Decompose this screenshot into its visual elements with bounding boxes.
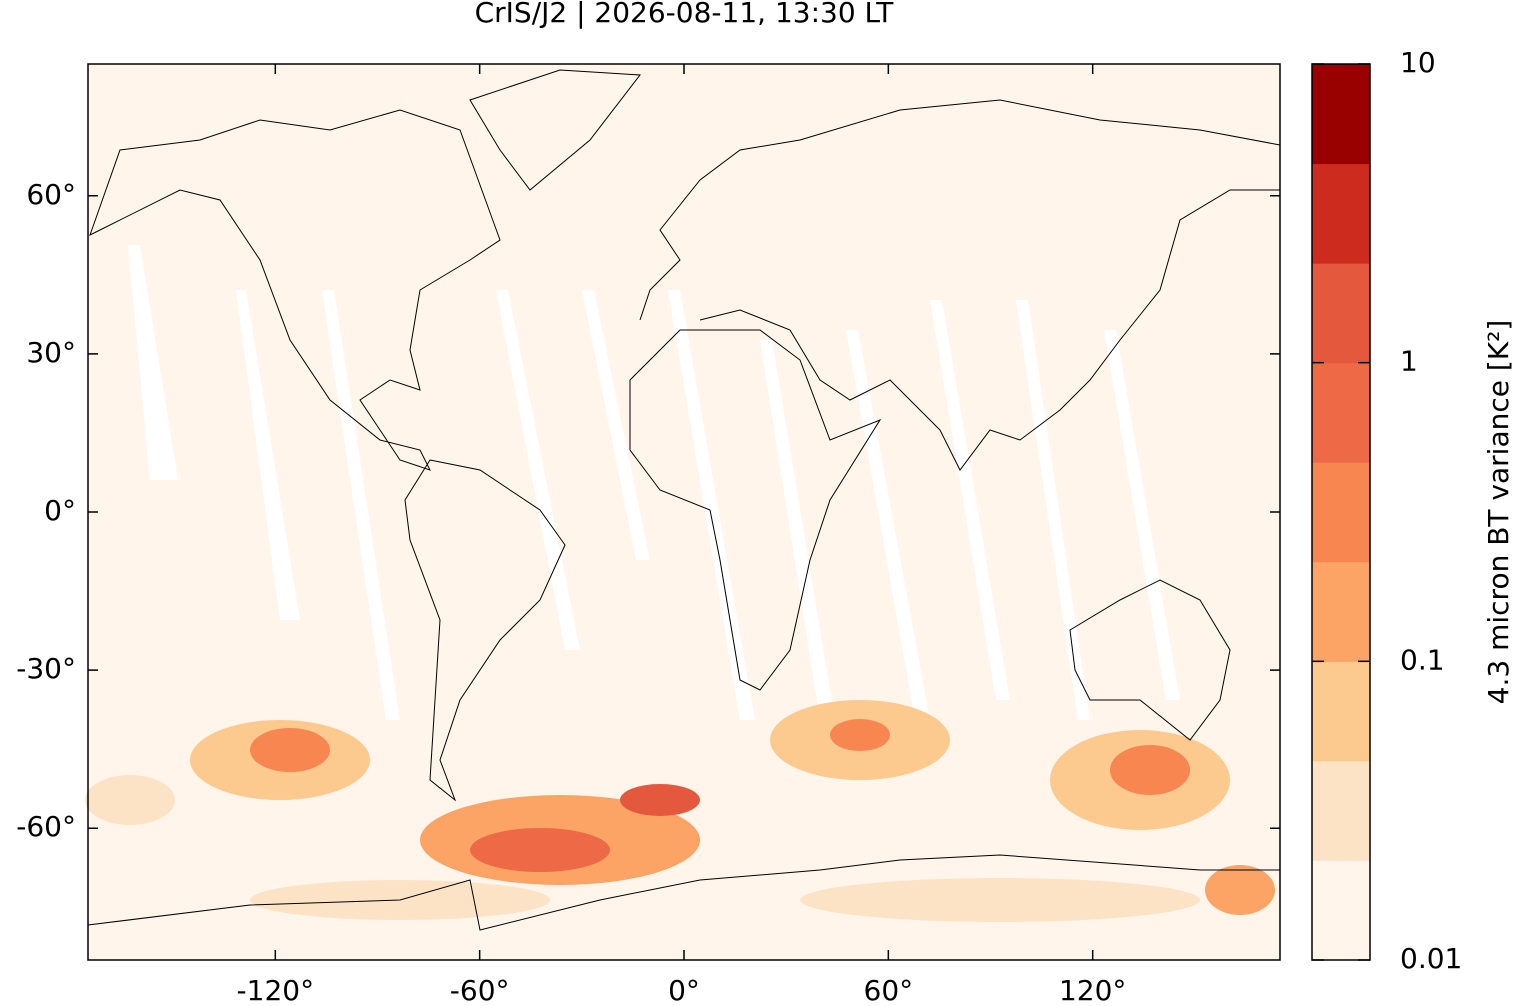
colorbar-band [1312, 561, 1370, 662]
coast-antarctica [87, 854, 1280, 931]
colorbar-band [1312, 661, 1370, 762]
colorbar-tick-label: 1 [1400, 345, 1418, 378]
swath-gap [760, 340, 835, 720]
x-tick-label: -60° [450, 974, 510, 1002]
swath-gap [128, 245, 178, 480]
x-tick-label: 120° [1059, 974, 1126, 1002]
y-tick-label: 30° [26, 336, 76, 369]
colorbar-label: 4.3 micron BT variance [K²] [1482, 320, 1515, 705]
swath-gap [1016, 300, 1090, 720]
variance-patches [85, 700, 1275, 922]
patch [85, 775, 175, 825]
coast-eurasia [639, 99, 1281, 471]
colorbar-band [1312, 263, 1370, 364]
colorbar-band [1312, 362, 1370, 463]
chart-title: CrIS/J2 | 2026-08-11, 13:30 LT [475, 0, 895, 29]
colorbar-band [1312, 163, 1370, 264]
swath-gap [930, 300, 1010, 700]
x-tick-label: 0° [668, 974, 700, 1002]
coastlines [87, 69, 1281, 931]
y-tick-label: -30° [16, 652, 76, 685]
patch [830, 719, 890, 751]
patch [1205, 865, 1275, 915]
colorbar-band [1312, 462, 1370, 563]
colorbar-band [1312, 860, 1370, 961]
patch [620, 784, 700, 816]
colorbar-tick-label: 10 [1400, 46, 1436, 79]
data-swath-gaps [128, 245, 1180, 720]
swath-gap [846, 330, 930, 720]
swath-gap [322, 290, 400, 720]
swath-gap [582, 290, 650, 560]
x-tick-label: -120° [237, 974, 315, 1002]
colorbar-band [1312, 64, 1370, 165]
y-tick-label: -60° [16, 810, 76, 843]
patch [470, 828, 610, 872]
colorbar: 0.01 0.1 1 10 [1311, 46, 1462, 975]
x-tick-label: 60° [864, 974, 914, 1002]
swath-gap [668, 290, 755, 720]
colorbar-band [1312, 760, 1370, 861]
coast-australia [1069, 579, 1231, 741]
swath-gap [496, 290, 580, 650]
colorbar-frame [1311, 63, 1371, 961]
patch [250, 728, 330, 772]
colorbar-tick-label: 0.01 [1400, 942, 1462, 975]
swath-gap [1104, 330, 1180, 700]
coast-africa [629, 329, 882, 691]
y-tick-label: 0° [44, 494, 76, 527]
y-tick-label: 60° [26, 178, 76, 211]
colorbar-tick-label: 0.1 [1400, 643, 1445, 676]
coast-south-america [404, 459, 566, 802]
patch [1110, 745, 1190, 795]
coast-north-america [89, 109, 501, 471]
coast-greenland [469, 69, 641, 191]
patch [800, 878, 1200, 922]
swath-gap [236, 290, 300, 620]
